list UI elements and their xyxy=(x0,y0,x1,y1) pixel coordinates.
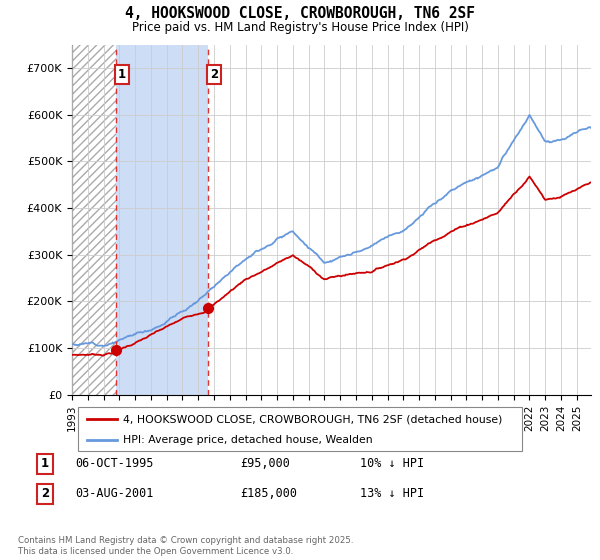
Bar xyxy=(116,45,208,395)
Text: £95,000: £95,000 xyxy=(240,457,290,470)
Text: 2: 2 xyxy=(210,68,218,81)
Text: 06-OCT-1995: 06-OCT-1995 xyxy=(75,457,154,470)
Text: 10% ↓ HPI: 10% ↓ HPI xyxy=(360,457,424,470)
Text: HPI: Average price, detached house, Wealden: HPI: Average price, detached house, Weal… xyxy=(123,435,373,445)
Text: 2: 2 xyxy=(41,487,49,501)
Text: £185,000: £185,000 xyxy=(240,487,297,501)
Text: 1: 1 xyxy=(41,457,49,470)
Text: 4, HOOKSWOOD CLOSE, CROWBOROUGH, TN6 2SF: 4, HOOKSWOOD CLOSE, CROWBOROUGH, TN6 2SF xyxy=(125,6,475,21)
Bar xyxy=(72,45,116,395)
Text: 13% ↓ HPI: 13% ↓ HPI xyxy=(360,487,424,501)
Text: 1: 1 xyxy=(118,68,126,81)
Text: 03-AUG-2001: 03-AUG-2001 xyxy=(75,487,154,501)
Text: Price paid vs. HM Land Registry's House Price Index (HPI): Price paid vs. HM Land Registry's House … xyxy=(131,21,469,34)
Text: 4, HOOKSWOOD CLOSE, CROWBOROUGH, TN6 2SF (detached house): 4, HOOKSWOOD CLOSE, CROWBOROUGH, TN6 2SF… xyxy=(123,414,502,424)
Text: Contains HM Land Registry data © Crown copyright and database right 2025.
This d: Contains HM Land Registry data © Crown c… xyxy=(18,536,353,556)
